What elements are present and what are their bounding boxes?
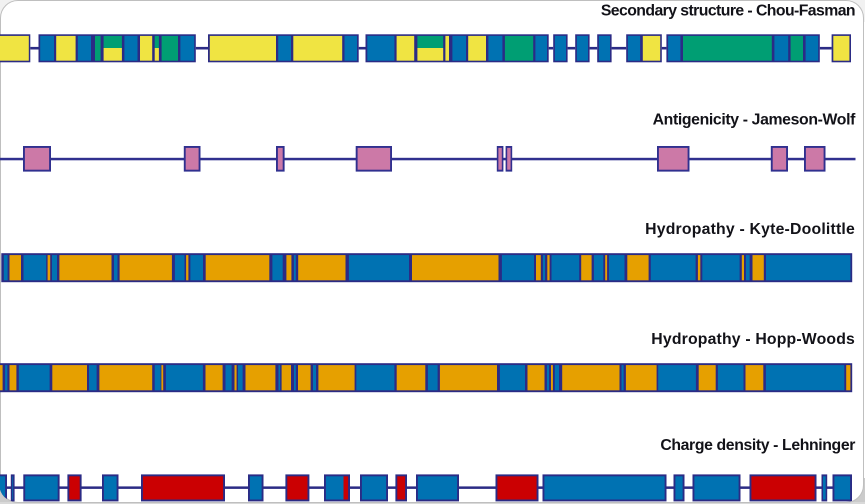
svg-text:Hydropathy - Hopp-Woods: Hydropathy - Hopp-Woods [651,331,855,348]
svg-text:Antigenicity - Jameson-Wolf: Antigenicity - Jameson-Wolf [653,111,856,128]
svg-text:Secondary structure - Chou-Fas: Secondary structure - Chou-Fasman [601,3,855,20]
svg-text:Charge density - Lehninger: Charge density - Lehninger [660,437,855,454]
svg-text:Hydropathy - Kyte-Doolittle: Hydropathy - Kyte-Doolittle [645,221,855,238]
